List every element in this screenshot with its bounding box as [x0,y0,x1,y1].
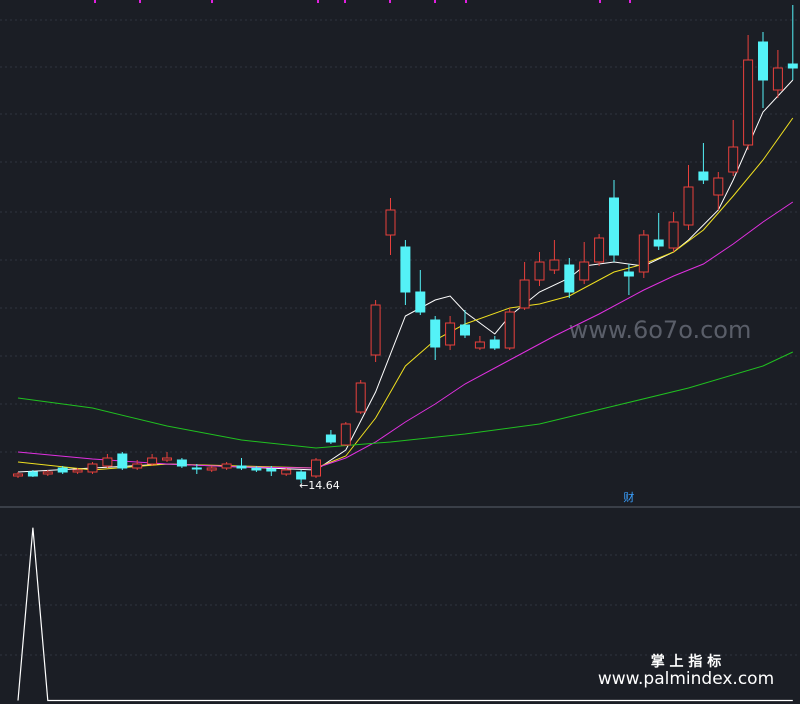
candle-body [251,467,262,471]
candle-body [653,239,664,247]
candle-body [415,291,426,313]
candle-body [27,471,38,477]
candle-body [236,465,247,469]
ma-line [17,351,794,449]
candle-body [594,237,605,263]
candle-body [549,259,560,271]
candle-body [296,471,307,480]
candle-body [176,459,187,467]
candle-body [564,264,575,293]
top-ticks [94,0,631,3]
candle-body [221,463,232,469]
candle-body [13,473,23,477]
candle-body [340,423,351,446]
candle-body [102,457,113,467]
candle-body [683,186,694,226]
candle-body [281,469,292,475]
candle-body [162,457,172,461]
watermark: 掌 上 指 标 [651,653,722,670]
candle-body [474,341,485,349]
candle-body [728,146,739,173]
candle-body [370,304,381,356]
candle-body [519,279,530,309]
candle-body [623,271,634,277]
candle-body [743,59,754,146]
indicator-line [17,527,793,702]
candle-body [57,467,68,473]
candle-body [311,459,321,477]
candle-body [430,319,441,348]
candle-body [42,471,53,475]
candle-body [400,246,411,293]
candle-body [787,63,798,69]
candle-body [117,453,128,469]
candle-body [132,463,143,469]
candle-body [325,434,336,443]
candle-body [668,221,679,249]
candle-body [87,463,98,473]
candle-body [460,324,470,336]
grid [0,19,800,656]
candle-body [579,261,590,281]
event-marker: 财 [623,490,634,504]
candle-body [772,67,783,91]
candle-body [489,339,500,349]
candle-body [758,41,768,81]
candle-body [638,234,649,273]
watermark: www.palmindex.com [598,669,774,689]
watermark: www.6o7o.com [569,316,752,344]
candle-body [504,311,515,349]
candle-body [72,469,83,473]
candle-body [698,171,709,181]
candle-body [266,468,277,472]
candle-body [355,382,366,413]
candle-body [713,177,724,196]
candle-body [206,467,217,471]
candle-body [147,457,158,465]
low-label: ←14.64 [299,479,340,492]
candle-body [534,261,545,281]
candle-body [385,209,396,236]
candle-body [445,322,456,346]
candle-body [609,197,619,256]
candle-body [191,467,202,470]
